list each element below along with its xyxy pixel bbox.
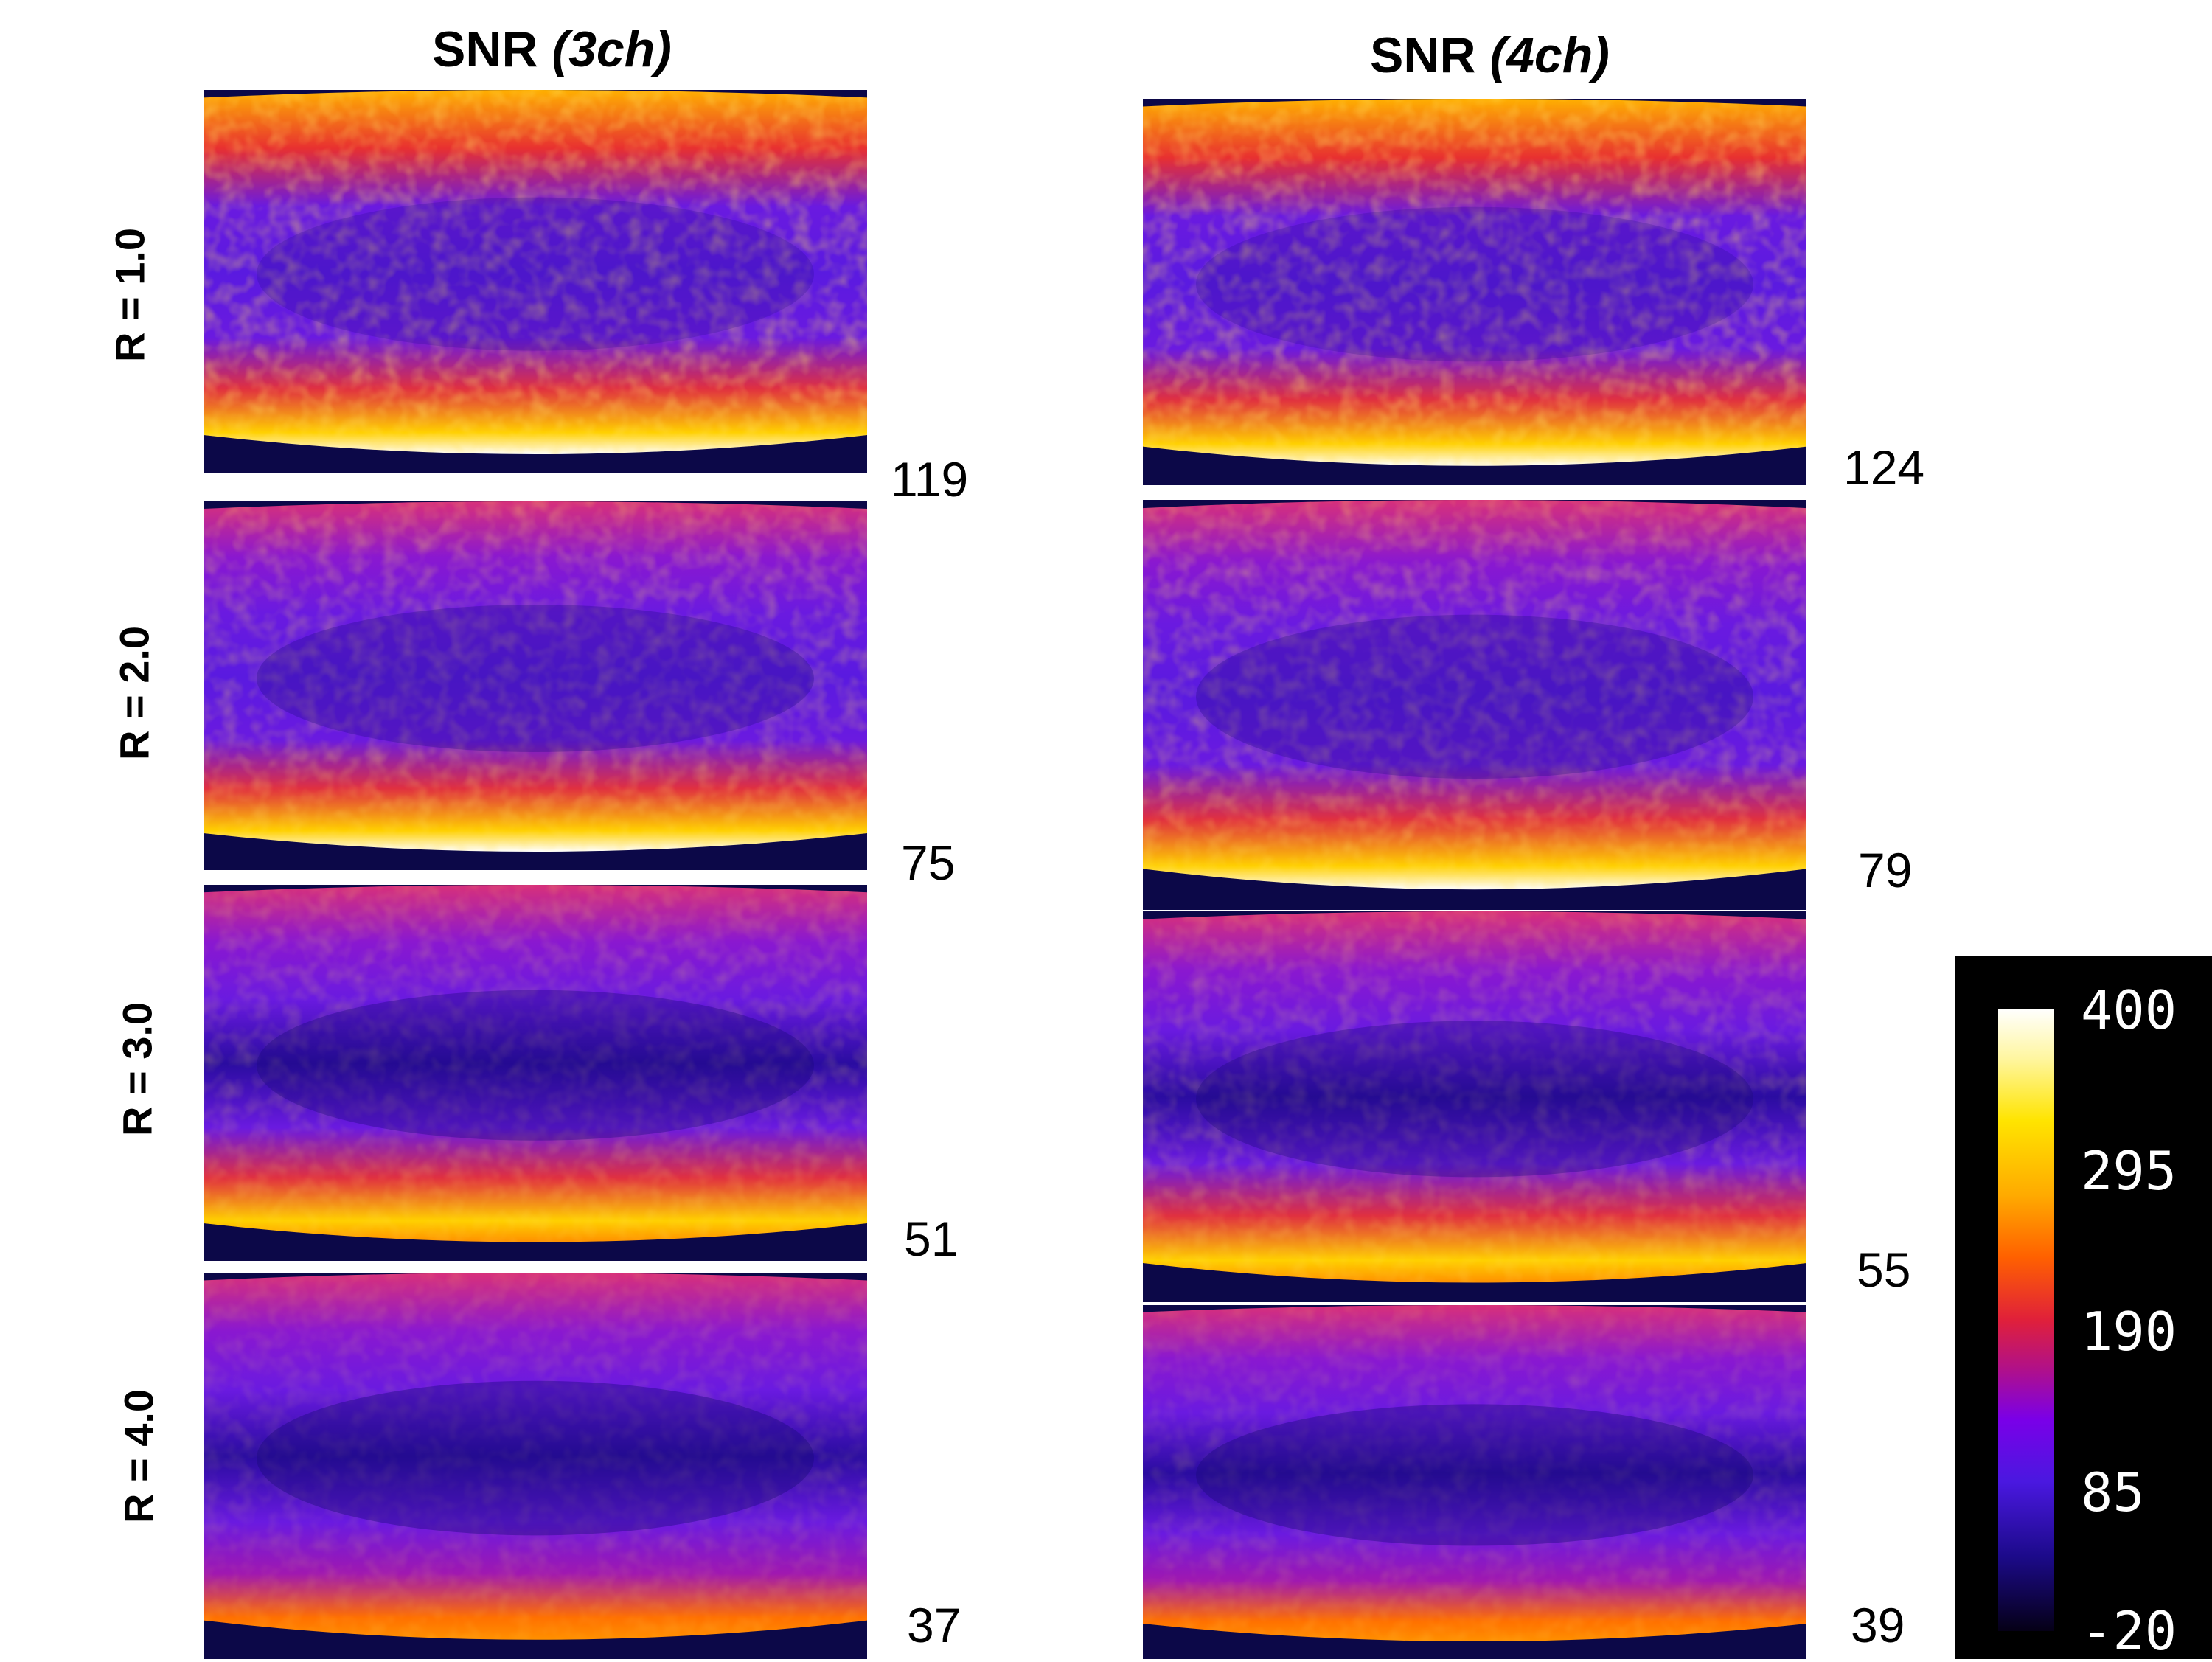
colorbar: 400 295 190 85 -20 [1955,956,2212,1659]
snr-map-graphic [1143,99,1806,485]
colorbar-tick: 295 [2081,1140,2177,1202]
row-label-r4: R = 4.0 [115,1388,162,1524]
mean-snr-3ch-r2: 75 [901,835,956,890]
colorbar-tick: 85 [2081,1461,2145,1523]
mean-snr-3ch-r3: 51 [904,1211,959,1266]
mean-snr-3ch-r1: 119 [891,452,969,507]
snr-map-4ch-r2 [1143,500,1806,910]
title-sub: (4ch) [1489,27,1610,83]
colorbar-tick: -20 [2081,1600,2177,1662]
snr-map-graphic [1143,911,1806,1302]
snr-map-4ch-r4 [1143,1305,1806,1659]
colorbar-tick: 190 [2081,1301,2177,1363]
snr-map-graphic [1143,1305,1806,1659]
mean-snr-4ch-r3: 55 [1857,1242,1911,1297]
snr-map-4ch-r3 [1143,911,1806,1302]
snr-map-graphic [204,501,867,870]
snr-map-graphic [204,885,867,1261]
title-main: SNR [432,21,552,77]
mean-snr-4ch-r1: 124 [1843,440,1925,495]
snr-map-graphic [1143,500,1806,910]
column-title-3ch: SNR (3ch) [432,21,672,78]
snr-map-3ch-r1 [204,90,867,473]
colorbar-tick: 400 [2081,979,2177,1041]
snr-map-graphic [204,1273,867,1659]
title-sub: (3ch) [552,21,672,77]
row-label-r1: R = 1.0 [106,227,153,363]
mean-snr-4ch-r2: 79 [1858,843,1913,897]
mean-snr-3ch-r4: 37 [907,1598,961,1652]
column-title-4ch: SNR (4ch) [1370,27,1610,84]
snr-map-graphic [204,90,867,473]
title-main: SNR [1370,27,1490,83]
row-label-r3: R = 3.0 [114,1001,161,1137]
row-label-r2: R = 2.0 [111,625,158,761]
snr-map-3ch-r2 [204,501,867,870]
colorbar-gradient [1998,1009,2054,1631]
snr-map-3ch-r4 [204,1273,867,1659]
snr-map-3ch-r3 [204,885,867,1261]
snr-map-4ch-r1 [1143,99,1806,485]
mean-snr-4ch-r4: 39 [1851,1598,1905,1652]
